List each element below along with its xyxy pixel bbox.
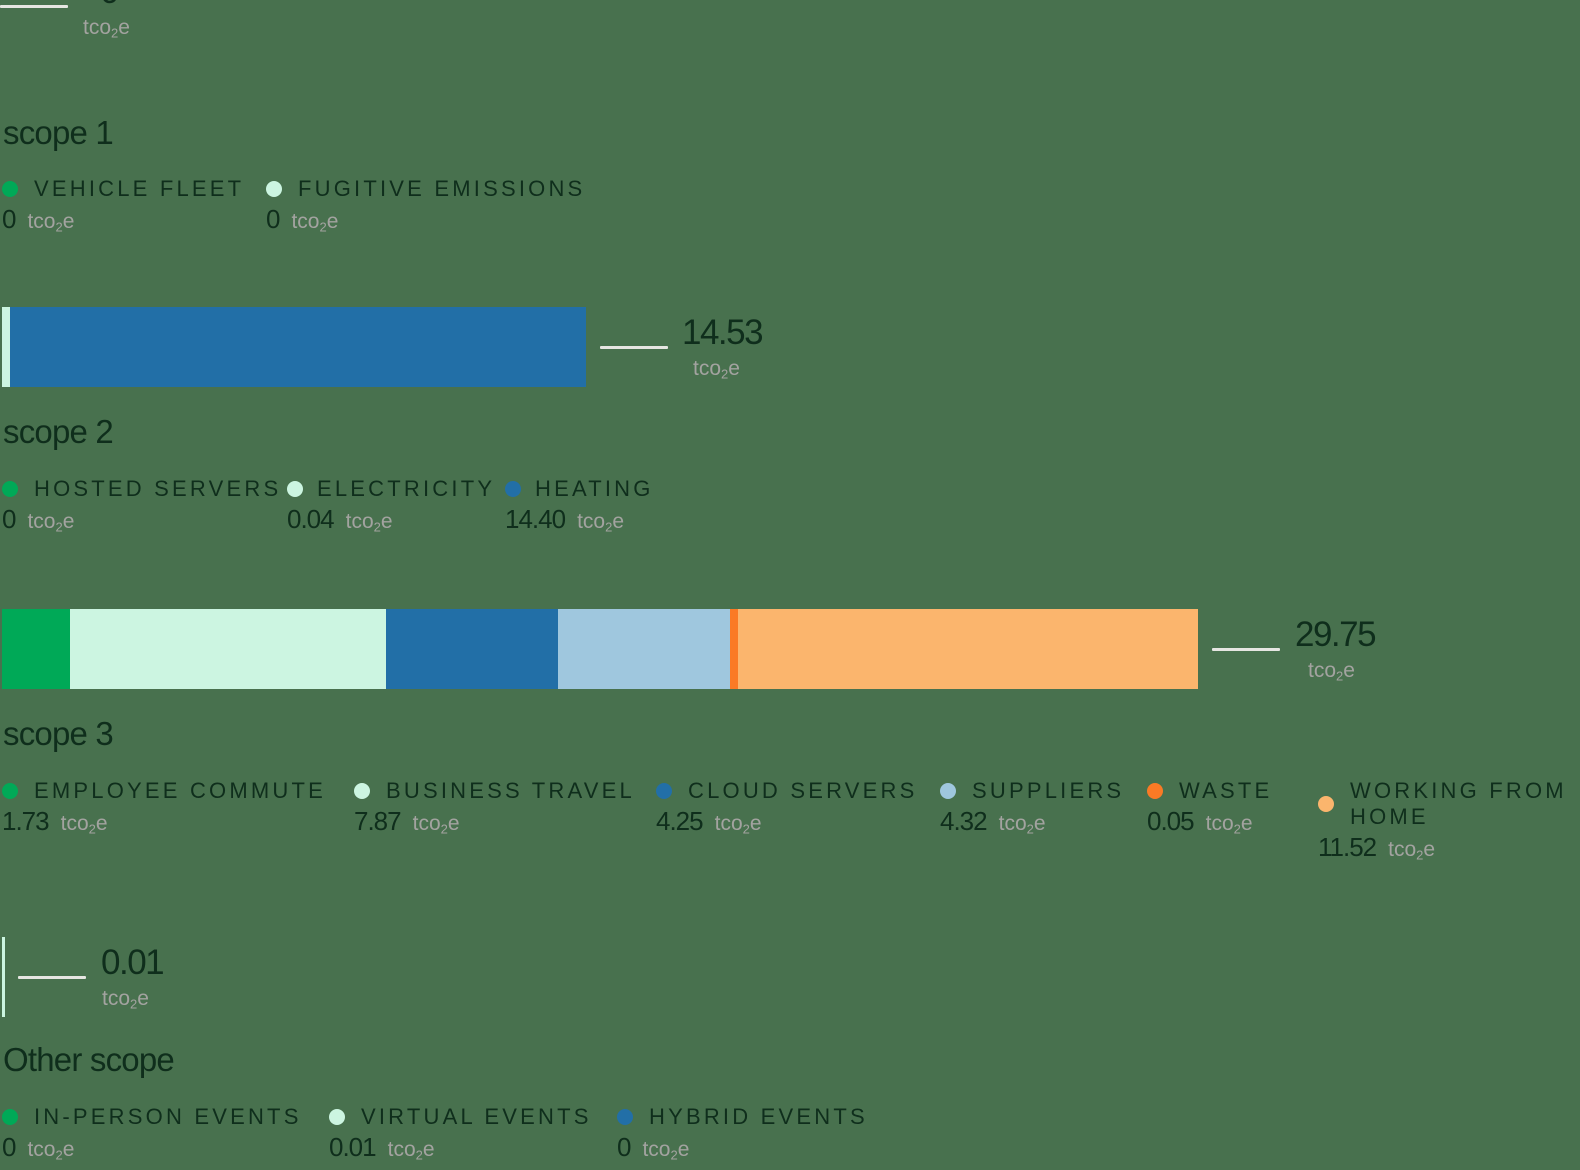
legend-label: HEATING — [535, 476, 654, 501]
bar-segment-business-travel[interactable] — [70, 609, 386, 689]
legend-label: SUPPLIERS — [972, 778, 1125, 803]
legend-dot-icon — [1318, 796, 1334, 812]
legend-dot-icon — [1147, 783, 1163, 799]
legend-value: 14.40 — [505, 504, 566, 534]
legend-label: WORKING FROM HOME — [1350, 778, 1567, 829]
total-leader-line — [0, 5, 68, 8]
legend-value: 4.32 — [940, 806, 988, 836]
legend-unit: tco2e — [642, 1138, 690, 1163]
legend-value: 0 — [2, 1132, 17, 1162]
legend-dot-icon — [266, 181, 282, 197]
legend-value: 0.01 — [329, 1132, 377, 1162]
legend-dot-icon — [287, 481, 303, 497]
legend-unit: tco2e — [412, 812, 460, 837]
other-scope-total-value: 0.01 — [101, 943, 165, 982]
legend-label: CLOUD SERVERS — [688, 778, 918, 803]
other-scope-bar-row: 0.01 tco2e — [0, 937, 1580, 1017]
legend-dot-icon — [2, 481, 18, 497]
legend-value: 0 — [266, 204, 281, 234]
bar-segment-cloud-servers[interactable] — [386, 609, 558, 689]
legend-unit: tco2e — [27, 510, 75, 535]
bar-segment-waste[interactable] — [730, 609, 738, 689]
legend-unit: tco2e — [27, 210, 75, 235]
legend-value: 4.25 — [656, 806, 704, 836]
legend-value: 11.52 — [1318, 832, 1377, 862]
legend-value: 0 — [2, 504, 17, 534]
total-leader-line — [1212, 648, 1280, 651]
legend-value: 0 — [617, 1132, 632, 1162]
other-scope-stacked-bar — [2, 937, 5, 1017]
bar-segment-working-from-home[interactable] — [738, 609, 1198, 689]
legend-unit: tco2e — [387, 1138, 435, 1163]
total-leader-line — [600, 346, 668, 349]
bar-segment-heating[interactable] — [10, 307, 586, 387]
legend-value: 0 — [2, 204, 17, 234]
legend-dot-icon — [2, 783, 18, 799]
legend-dot-icon — [2, 1109, 18, 1125]
legend-unit: tco2e — [60, 812, 108, 837]
scope-3-total-unit: tco2e — [1308, 659, 1355, 684]
legend-dot-icon — [940, 783, 956, 799]
legend-dot-icon — [505, 481, 521, 497]
scope-2-stacked-bar — [2, 307, 586, 387]
legend-unit: tco2e — [1205, 812, 1253, 837]
legend-value: 7.87 — [354, 806, 402, 836]
scope-1-total-value: 0 — [100, 0, 119, 12]
bar-segment-virtual-events[interactable] — [2, 937, 5, 1017]
legend-value: 1.73 — [2, 806, 50, 836]
bar-segment-suppliers[interactable] — [558, 609, 730, 689]
scope-3-total-value: 29.75 — [1295, 615, 1377, 654]
legend-label: FUGITIVE EMISSIONS — [298, 176, 586, 201]
legend-label: ELECTRICITY — [317, 476, 496, 501]
legend-unit: tco2e — [27, 1138, 75, 1163]
scope-2-title: scope 2 — [3, 413, 114, 450]
legend-value: 0.05 — [1147, 806, 1195, 836]
scope-3-stacked-bar — [2, 609, 1198, 689]
scope-3-bar-row: 29.75 tco2e — [0, 609, 1580, 689]
legend-unit: tco2e — [998, 812, 1046, 837]
bar-segment-electricity[interactable] — [2, 307, 10, 387]
scope-2-bar-row: 14.53 tco2e — [0, 307, 1580, 387]
bar-segment-employee-commute[interactable] — [2, 609, 70, 689]
legend-label: EMPLOYEE COMMUTE — [34, 778, 327, 803]
legend-label: IN-PERSON EVENTS — [34, 1104, 302, 1129]
legend-unit: tco2e — [714, 812, 762, 837]
scope-1-title: scope 1 — [3, 114, 114, 151]
total-leader-line — [18, 976, 86, 979]
legend-dot-icon — [617, 1109, 633, 1125]
scope-2-total-unit: tco2e — [693, 357, 740, 382]
scope-2-total-value: 14.53 — [682, 313, 764, 352]
legend-dot-icon — [354, 783, 370, 799]
scope-3-title: scope 3 — [3, 715, 114, 752]
legend-value: 0.04 — [287, 504, 335, 534]
legend-dot-icon — [656, 783, 672, 799]
legend-label: BUSINESS TRAVEL — [386, 778, 635, 803]
legend-unit: tco2e — [345, 510, 393, 535]
legend-label: HOSTED SERVERS — [34, 476, 282, 501]
legend-unit: tco2e — [291, 210, 339, 235]
legend-label: HYBRID EVENTS — [649, 1104, 868, 1129]
scope-1-bar-row: 0 tco2e — [0, 0, 1580, 46]
other-scope-title: Other scope — [3, 1041, 175, 1078]
legend-label: VIRTUAL EVENTS — [361, 1104, 592, 1129]
scope-1-total-unit: tco2e — [83, 16, 130, 41]
legend-label: VEHICLE FLEET — [34, 176, 245, 201]
legend-unit: tco2e — [1388, 838, 1436, 863]
legend-unit: tco2e — [577, 510, 625, 535]
legend-dot-icon — [2, 181, 18, 197]
legend-dot-icon — [329, 1109, 345, 1125]
other-scope-total-unit: tco2e — [102, 987, 149, 1012]
legend-label: WASTE — [1179, 778, 1273, 803]
